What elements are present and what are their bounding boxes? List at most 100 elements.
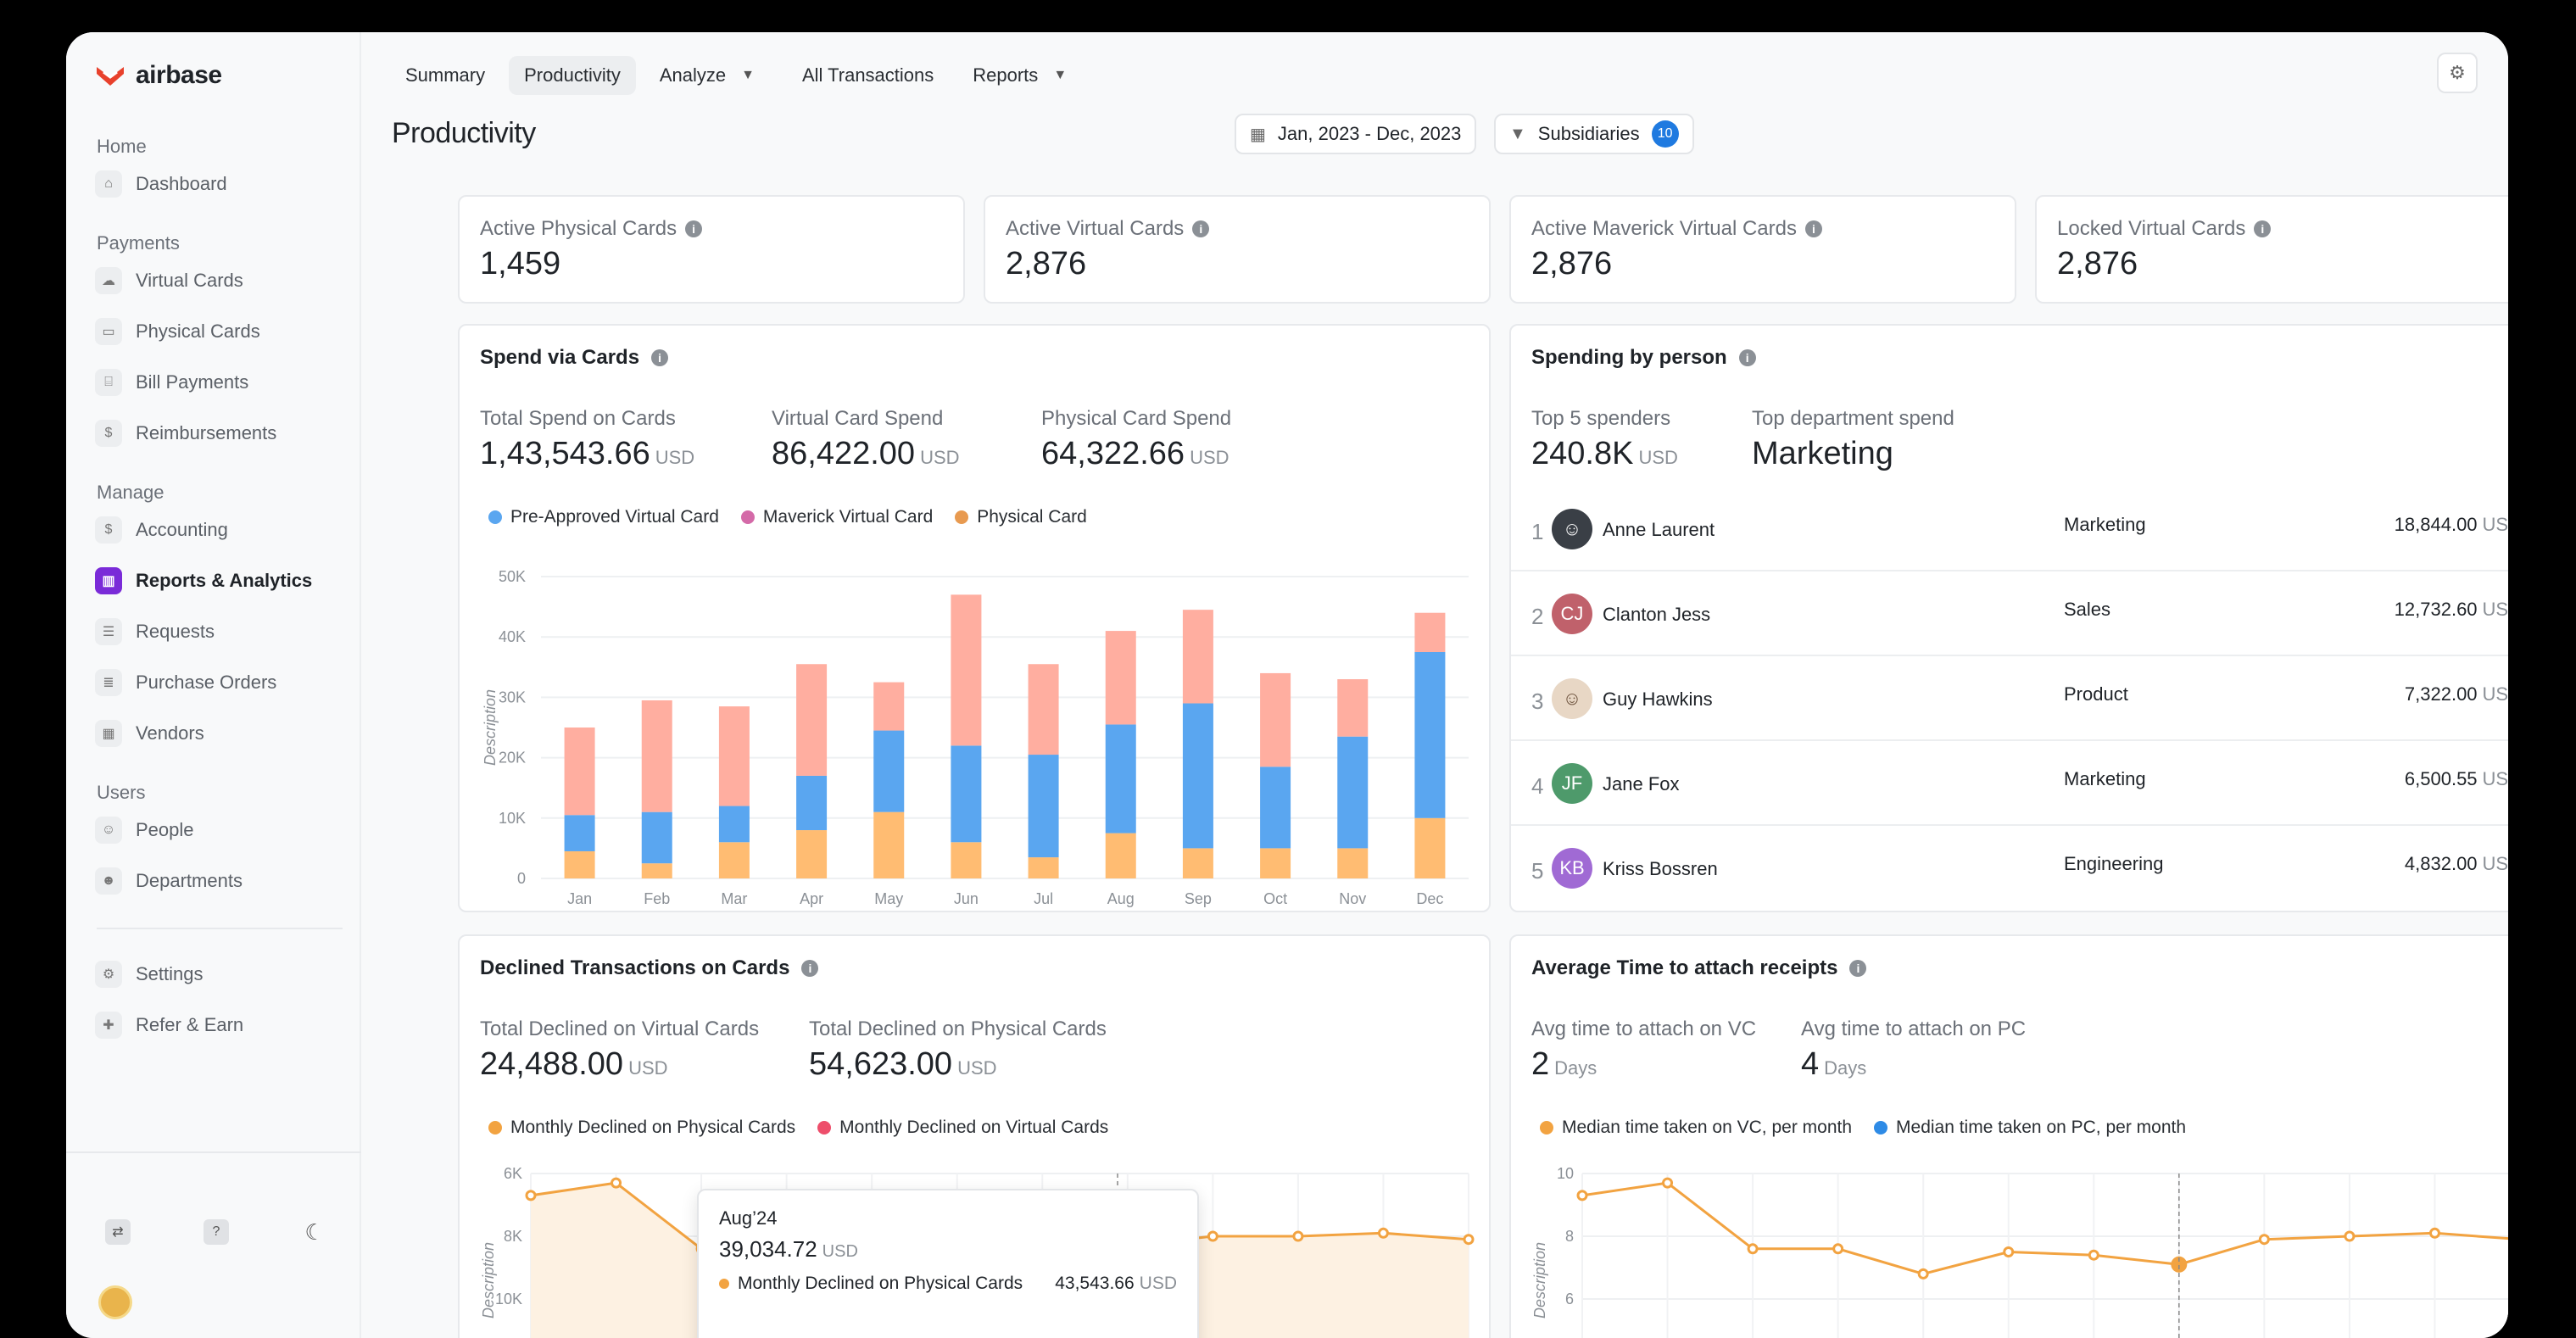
data-point (525, 1190, 537, 1201)
sidebar-item-physical-cards[interactable]: ▭ Physical Cards (95, 315, 349, 348)
sidebar-item-label: Requests (136, 621, 215, 642)
legend-label: Median time taken on VC, per month (1562, 1118, 1853, 1137)
bar-segment (564, 815, 595, 851)
legend-item[interactable]: Monthly Declined on Virtual Cards (817, 1118, 1108, 1138)
legend-item[interactable]: Physical Card (955, 507, 1087, 527)
data-point (2344, 1230, 2356, 1242)
sidebar-item-vendors[interactable]: ▦ Vendors (95, 717, 349, 750)
card-title-text: Declined Transactions on Cards (480, 956, 790, 979)
legend-item[interactable]: Maverick Virtual Card (740, 507, 933, 527)
bar-segment (1260, 848, 1291, 878)
sidebar-item-label: Vendors (136, 722, 204, 744)
table-row[interactable]: 2 CJ Clanton Jess Sales 12,732.60USD (1511, 571, 2508, 656)
tab-summary[interactable]: Summary (390, 56, 500, 95)
metric-virtual-spend: Virtual Card Spend 86,422.00 USD (772, 407, 960, 472)
tab-productivity[interactable]: Productivity (509, 56, 636, 95)
rank: 4 (1531, 773, 1544, 799)
info-icon[interactable]: i (1804, 220, 1822, 237)
data-point (2428, 1227, 2440, 1239)
data-point (1207, 1230, 1218, 1242)
legend-item[interactable]: Pre-Approved Virtual Card (488, 507, 719, 527)
metric-value: 2 (1531, 1046, 1550, 1082)
tab-all-transactions[interactable]: All Transactions (787, 56, 949, 95)
table-row[interactable]: 5 KB Kriss Bossren Engineering 4,832.00 U… (1511, 826, 2508, 911)
bar-segment (718, 842, 750, 878)
settings-button[interactable]: ⚙ (2437, 53, 2478, 93)
sidebar-item-label: Accounting (136, 519, 228, 540)
data-point (1377, 1227, 1389, 1239)
sidebar-item-label: Settings (136, 963, 204, 984)
metric-unit: USD (655, 447, 695, 468)
sidebar-item-refer-earn[interactable]: ✚ Refer & Earn (95, 1009, 349, 1041)
bar-segment (564, 728, 595, 816)
info-icon[interactable]: i (1192, 220, 1210, 237)
legend-item[interactable]: Median time taken on PC, per month (1874, 1118, 2186, 1138)
spend-bar-chart: 0 10K 20K 30K 40K 50K Jan Feb Mar Apr May Jun Jul Aug… (482, 568, 1469, 907)
switch-icon[interactable]: ⇄ (105, 1219, 131, 1245)
stat-value: 1,459 (480, 246, 561, 282)
sidebar-item-departments[interactable]: ☻ Departments (95, 865, 349, 897)
y-tick-label: 10K (499, 810, 526, 827)
sidebar-item-accounting[interactable]: $ Accounting (95, 514, 349, 546)
sidebar-item-settings[interactable]: ⚙ Settings (95, 958, 349, 990)
avatar: ☺ (1552, 509, 1592, 549)
info-icon[interactable]: i (685, 220, 703, 237)
tab-label: Reports (973, 64, 1039, 86)
sidebar-item-reimbursements[interactable]: $ Reimbursements (95, 417, 349, 449)
info-icon[interactable]: i (801, 960, 819, 977)
legend-label: Monthly Declined on Physical Cards (510, 1118, 796, 1137)
sidebar-item-bill-payments[interactable]: ⌸ Bill Payments (95, 366, 349, 399)
info-icon[interactable]: i (2254, 220, 2272, 237)
tab-reports[interactable]: Reports ▼ (957, 56, 1082, 95)
moon-icon[interactable]: ☾ (304, 1218, 325, 1245)
legend-item[interactable]: Monthly Declined on Physical Cards (488, 1118, 795, 1138)
table-row[interactable]: 4 JF Jane Fox Marketing 6,500.55USD (1511, 741, 2508, 826)
receipts-line-chart: 6 8 10 Description (1531, 1165, 2508, 1338)
avatar[interactable] (98, 1285, 132, 1319)
metric-declined-physical: Total Declined on Physical Cards 54,623.0… (809, 1017, 1107, 1083)
legend-label: Monthly Declined on Virtual Cards (839, 1118, 1109, 1137)
info-icon[interactable]: i (1849, 960, 1867, 977)
sidebar-item-reports-analytics[interactable]: ▥ Reports & Analytics (95, 565, 349, 597)
info-icon[interactable]: i (651, 349, 669, 366)
tab-analyze[interactable]: Analyze ▼ (644, 56, 770, 95)
logo[interactable]: airbase (95, 61, 222, 90)
y-tick-label: 10K (495, 1291, 522, 1307)
sidebar-item-purchase-orders[interactable]: ≣ Purchase Orders (95, 666, 349, 699)
gear-icon: ⚙ (2449, 62, 2466, 83)
sidebar-divider (97, 928, 343, 929)
bar-segment (1105, 724, 1136, 833)
subsidiaries-filter[interactable]: ▼ Subsidiaries 10 (1494, 114, 1694, 154)
legend-dot (740, 510, 755, 524)
metric-value: 240.8K (1531, 436, 1634, 471)
y-tick-label: 6 (1565, 1291, 1574, 1307)
person-name: Jane Fox (1603, 773, 1680, 794)
legend-item[interactable]: Median time taken on VC, per month (1540, 1118, 1852, 1138)
main-content: Summary Productivity Analyze ▼ All Transa… (361, 32, 2508, 1338)
bar-segment (1028, 857, 1059, 878)
metric-label: Total Declined on Virtual Cards (480, 1017, 760, 1040)
tab-label: Productivity (524, 64, 621, 86)
help-icon[interactable]: ? (204, 1219, 229, 1245)
y-tick-label: 0 (517, 870, 526, 887)
sidebar-item-people[interactable]: ☺ People (95, 814, 349, 846)
amount-value: 6,500.55 (2404, 768, 2478, 789)
data-point (2088, 1249, 2099, 1261)
sidebar-item-requests[interactable]: ☰ Requests (95, 616, 349, 648)
bar-segment (1414, 817, 1446, 878)
metric-value: 1,43,543.66 (480, 436, 650, 471)
info-icon[interactable]: i (1738, 349, 1756, 366)
cloud-icon: ☁ (95, 267, 122, 294)
rank: 2 (1531, 604, 1544, 629)
date-range-picker[interactable]: ▦ Jan, 2023 - Dec, 2023 (1235, 114, 1477, 154)
bar-segment (1105, 833, 1136, 878)
date-range-label: Jan, 2023 - Dec, 2023 (1277, 123, 1462, 144)
avatar: JF (1552, 763, 1592, 804)
stat-value: 2,876 (1531, 246, 1613, 282)
metric-value: 64,322.66 (1041, 436, 1185, 471)
sidebar-item-dashboard[interactable]: ⌂ Dashboard (95, 168, 349, 200)
sidebar-item-virtual-cards[interactable]: ☁ Virtual Cards (95, 265, 349, 297)
person-name: Kriss Bossren (1603, 858, 1718, 879)
